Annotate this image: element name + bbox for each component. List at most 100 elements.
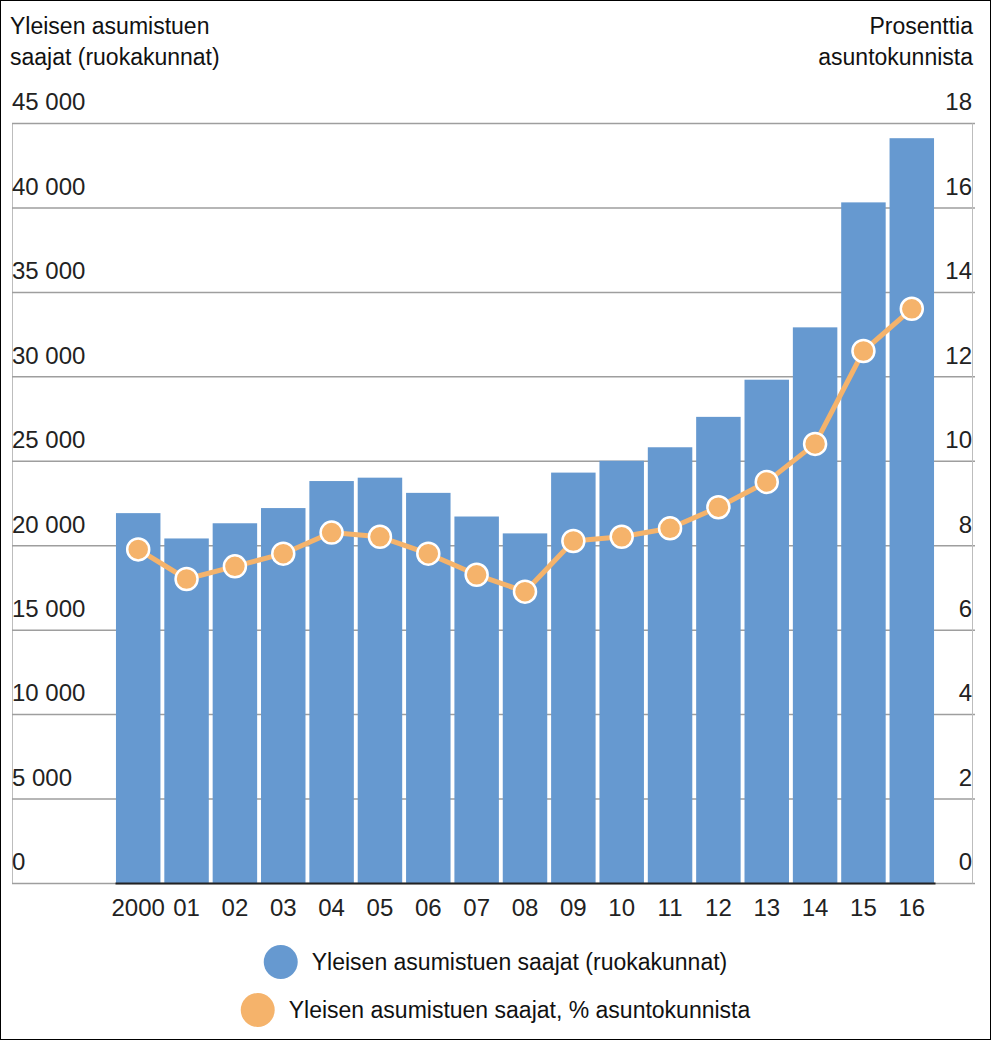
y-tick-label: 15 000 [12, 595, 85, 622]
line [138, 309, 912, 592]
x-tick-label: 15 [850, 894, 877, 921]
x-tick-label: 01 [173, 894, 200, 921]
marker [224, 555, 246, 577]
y-tick: 45 000 [12, 88, 975, 123]
marker [417, 543, 439, 565]
x-tick: 09 [560, 883, 587, 921]
x-tick-label: 08 [512, 894, 539, 921]
marker [369, 526, 391, 548]
marker [272, 543, 294, 565]
y-tick-label: 10 000 [12, 679, 85, 706]
bar [406, 493, 450, 883]
grid-line [12, 883, 975, 885]
y-tick: 35 000 [12, 257, 975, 292]
y2-tick-label: 4 [959, 679, 972, 706]
line-markers [127, 298, 923, 603]
x-tick: 05 [367, 883, 394, 921]
plot-area [116, 138, 934, 883]
bar [745, 380, 789, 883]
bar [358, 478, 402, 883]
x-tick-label: 02 [222, 894, 249, 921]
y-tick-label: 30 000 [12, 342, 85, 369]
marker [852, 340, 874, 362]
x-tick: 13 [753, 883, 780, 921]
bar [164, 538, 208, 883]
x-axis-line [116, 883, 936, 885]
x-tick-label: 10 [608, 894, 635, 921]
y2-tick-label: 6 [959, 595, 972, 622]
bar-series [116, 138, 934, 883]
y2-tick: 8 [959, 511, 972, 546]
legend-label: Yleisen asumistuen saajat (ruokakunnat) [312, 949, 728, 975]
x-tick-label: 07 [463, 894, 490, 921]
y2-tick: 16 [945, 173, 972, 208]
legend-item: Yleisen asumistuen saajat, % asuntokunni… [241, 993, 751, 1027]
x-tick: 04 [318, 883, 345, 921]
marker [562, 530, 584, 552]
y2-axis-title-line: Prosenttia [869, 13, 973, 39]
bar [841, 202, 885, 883]
bar [599, 461, 643, 883]
y2-axis-title-line: asuntokunnista [818, 44, 973, 70]
y2-tick-label: 14 [945, 257, 972, 284]
x-tick-label: 05 [367, 894, 394, 921]
y2-tick-label: 2 [959, 764, 972, 791]
marker [707, 496, 729, 518]
legend-item: Yleisen asumistuen saajat (ruokakunnat) [264, 945, 728, 979]
y-tick-label: 25 000 [12, 426, 85, 453]
y-tick-label: 20 000 [12, 511, 85, 538]
x-tick-label: 12 [705, 894, 732, 921]
marker [127, 538, 149, 560]
bar [116, 513, 160, 883]
y2-tick: 0 [959, 848, 972, 883]
y2-tick: 12 [945, 342, 972, 377]
x-tick-label: 09 [560, 894, 587, 921]
x-tick-label: 13 [753, 894, 780, 921]
y2-tick: 6 [959, 595, 972, 630]
bar [890, 138, 934, 883]
y2-axis-title: Prosenttia asuntokunnista [818, 13, 973, 70]
y2-tick: 14 [945, 257, 972, 292]
y2-tick-label: 10 [945, 426, 972, 453]
y-tick: 40 000 [12, 173, 975, 208]
y2-tick-label: 12 [945, 342, 972, 369]
x-tick-label: 2000 [112, 894, 165, 921]
x-tick: 12 [705, 883, 732, 921]
x-tick-label: 16 [898, 894, 925, 921]
chart: 0 5 000 10 000 15 000 20 000 25 000 30 000 35 0… [0, 0, 991, 1040]
y2-tick-label: 8 [959, 511, 972, 538]
y-tick-label: 40 000 [12, 173, 85, 200]
x-tick: 10 [608, 883, 635, 921]
x-tick: 02 [222, 883, 249, 921]
y-axis-title: Yleisen asumistuensaajat (ruokakunnat) [10, 13, 220, 70]
y-tick-label: 5 000 [12, 764, 72, 791]
bar [261, 508, 305, 883]
y2-tick: 4 [959, 679, 972, 714]
marker [176, 568, 198, 590]
y2-axis: 024681012141618 [945, 88, 972, 883]
legend-swatch [264, 945, 298, 979]
x-tick: 08 [512, 883, 539, 921]
marker [804, 433, 826, 455]
grid-line [12, 207, 975, 209]
marker [901, 298, 923, 320]
x-tick: 16 [898, 883, 925, 921]
x-tick: 06 [415, 883, 442, 921]
y2-tick: 10 [945, 426, 972, 461]
y-axis-title-line: saajat (ruokakunnat) [10, 44, 220, 70]
marker [466, 564, 488, 586]
x-tick-label: 06 [415, 894, 442, 921]
y-axis: 0 5 000 10 000 15 000 20 000 25 000 30 000 35 0… [12, 88, 975, 883]
x-tick: 11 [658, 883, 683, 921]
x-axis: 200001020304050607080910111213141516 [112, 883, 936, 921]
x-tick-label: 11 [658, 894, 683, 921]
bar [551, 473, 595, 883]
grid-line [12, 292, 975, 294]
x-tick: 01 [173, 883, 200, 921]
x-tick-label: 03 [270, 894, 297, 921]
x-tick: 03 [270, 883, 297, 921]
y2-axis-line [972, 124, 973, 884]
x-tick-label: 04 [318, 894, 345, 921]
grid-line [12, 123, 975, 125]
legend-label: Yleisen asumistuen saajat, % asuntokunni… [289, 997, 751, 1023]
